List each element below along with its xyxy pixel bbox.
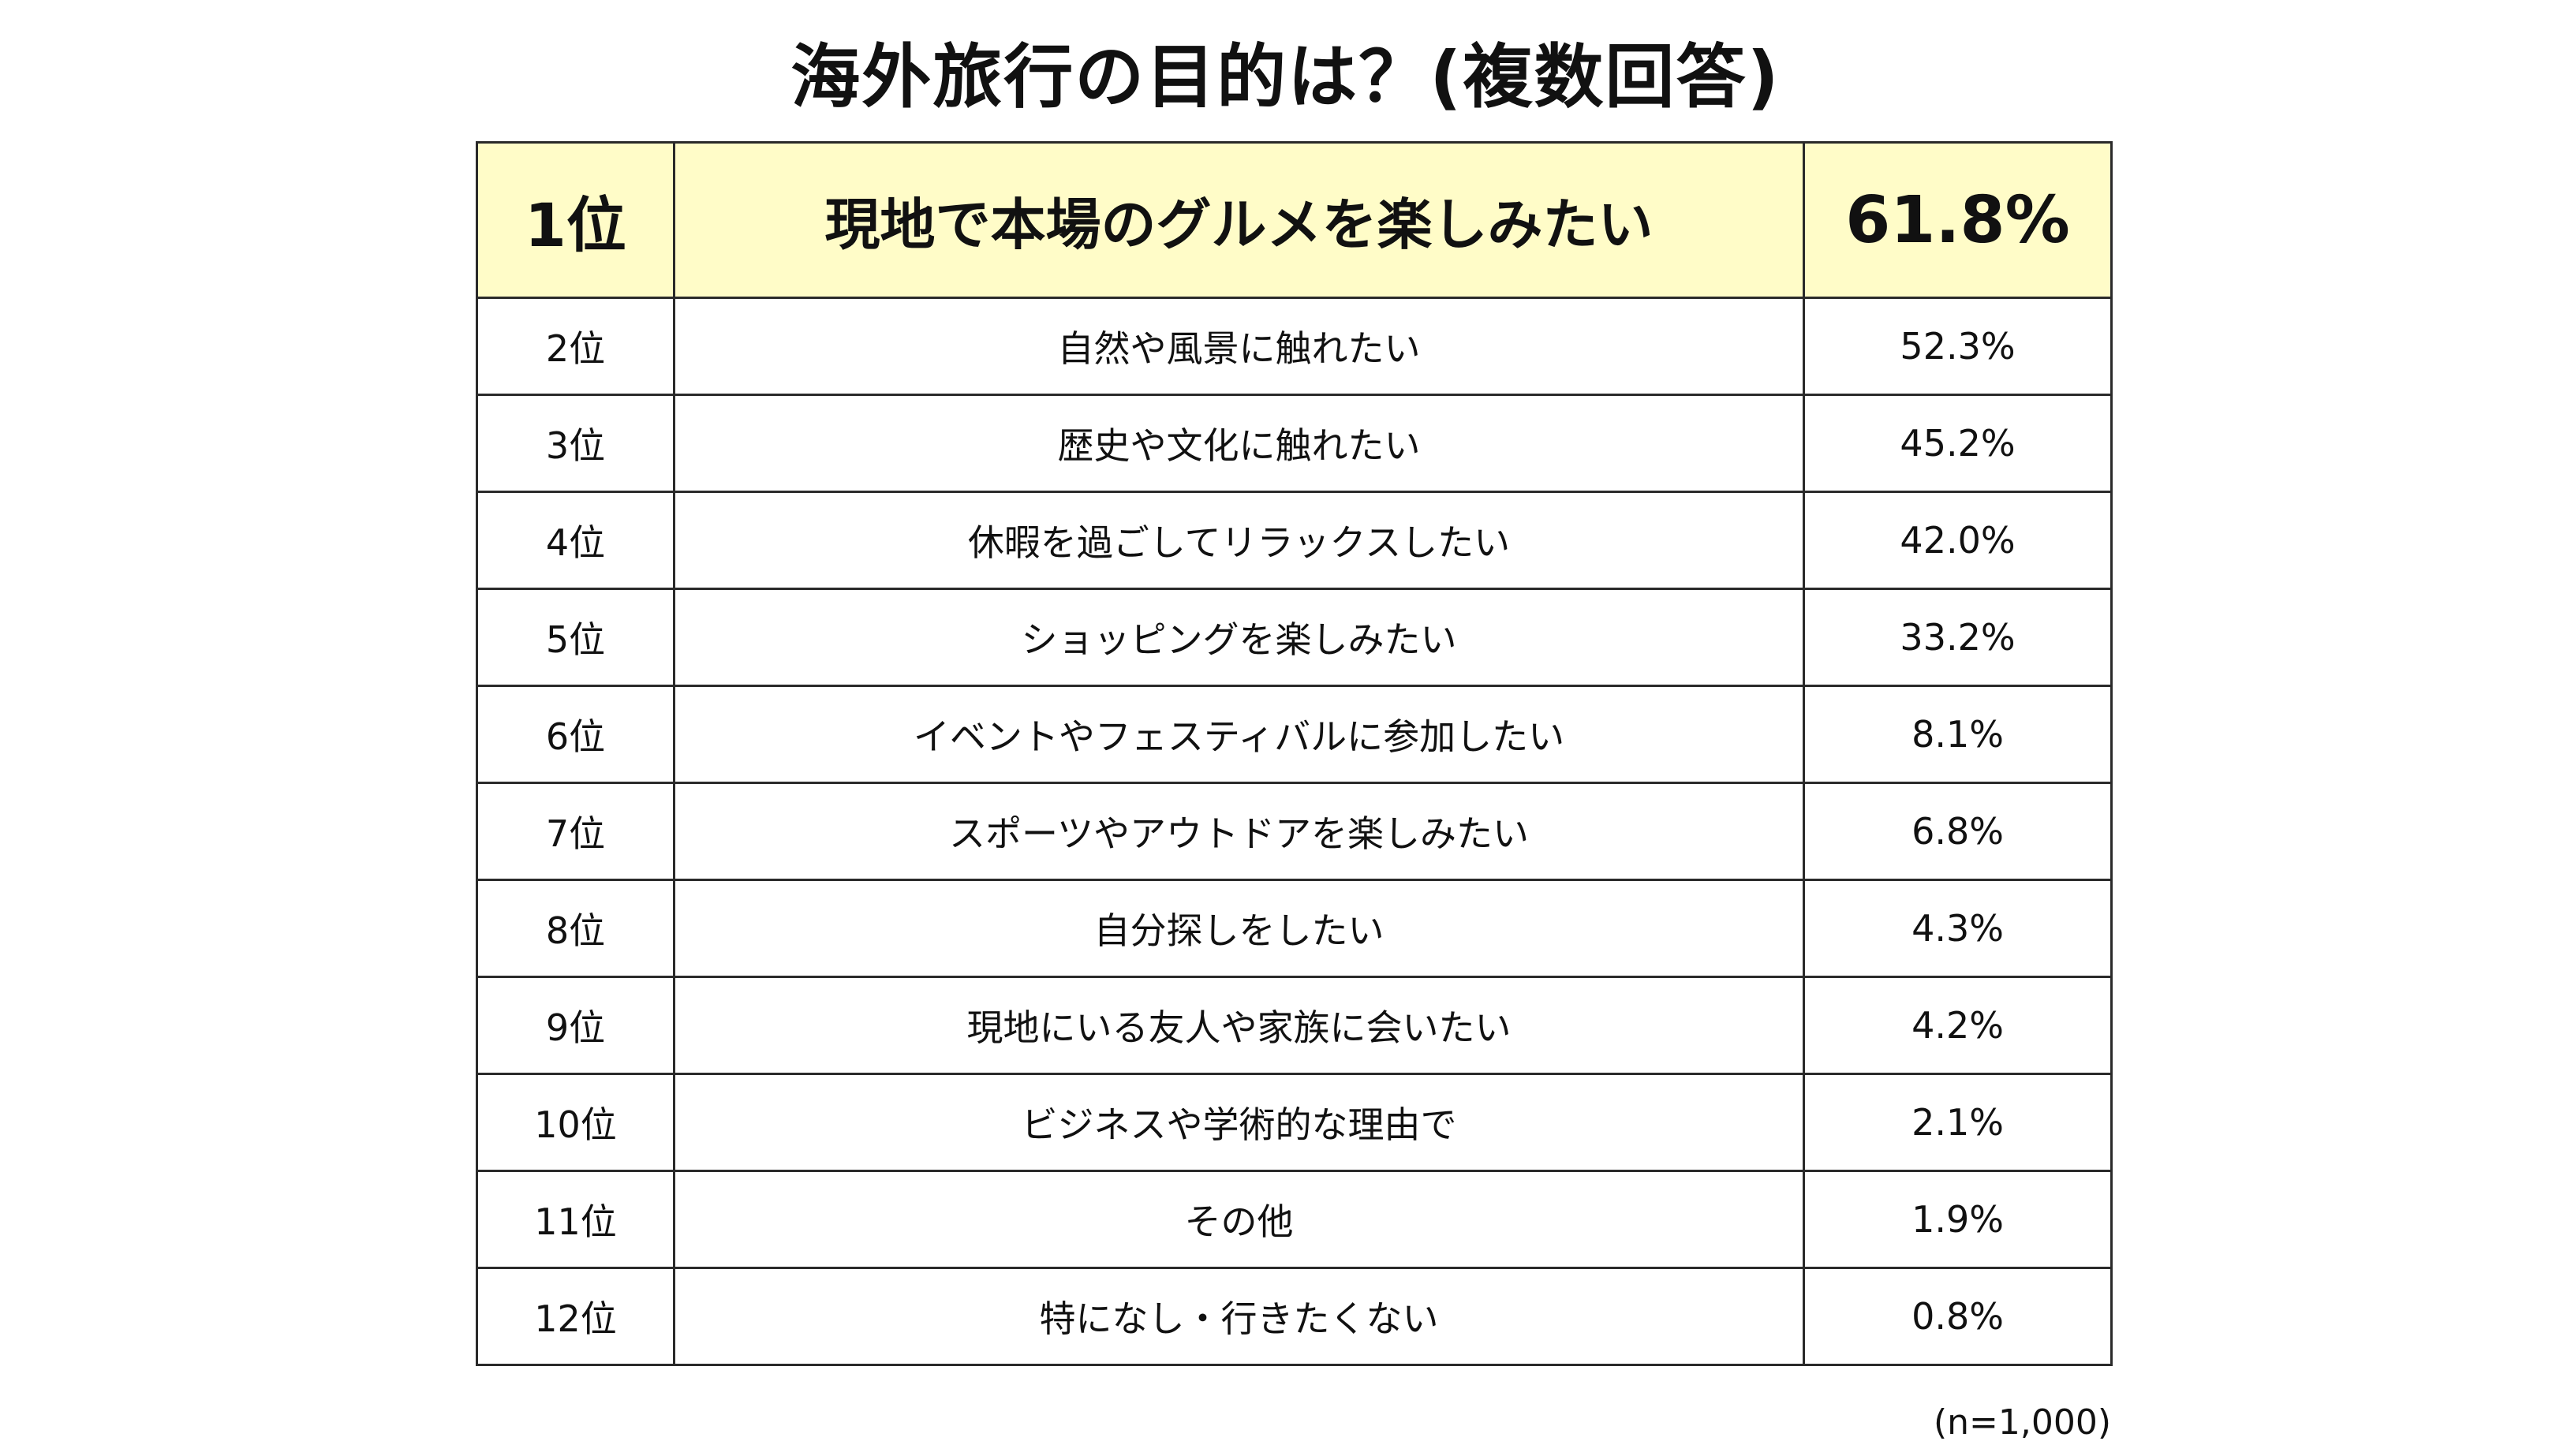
ranking-table-body: 1位 現地で本場のグルメを楽しみたい 61.8% 2位 自然や風景に触れたい 52.3% 3… [476, 141, 2113, 1366]
table-row: 9位 現地にいる友人や家族に会いたい 4.2% [476, 976, 2113, 1075]
percent-cell: 1.9% [1803, 1170, 2113, 1269]
item-cell: 自然や風景に触れたい [673, 297, 1805, 396]
item-cell: 休暇を過ごしてリラックスしたい [673, 491, 1805, 590]
percent-cell: 33.2% [1803, 588, 2113, 687]
percent-cell: 52.3% [1803, 297, 2113, 396]
percent-cell: 6.8% [1803, 782, 2113, 881]
rank-cell: 3位 [476, 394, 675, 493]
percent-cell: 4.3% [1803, 879, 2113, 978]
rank-cell: 2位 [476, 297, 675, 396]
item-cell: 現地で本場のグルメを楽しみたい [673, 141, 1805, 299]
item-cell: その他 [673, 1170, 1805, 1269]
rank-cell: 8位 [476, 879, 675, 978]
table-row: 12位 特になし・行きたくない 0.8% [476, 1267, 2113, 1366]
item-cell: 自分探しをしたい [673, 879, 1805, 978]
item-cell: 特になし・行きたくない [673, 1267, 1805, 1366]
table-row: 7位 スポーツやアウトドアを楽しみたい 6.8% [476, 782, 2113, 881]
percent-cell: 2.1% [1803, 1073, 2113, 1172]
table-row: 4位 休暇を過ごしてリラックスしたい 42.0% [476, 491, 2113, 590]
rank-cell: 1位 [476, 141, 675, 299]
percent-cell: 0.8% [1803, 1267, 2113, 1366]
table-row: 5位 ショッピングを楽しみたい 33.2% [476, 588, 2113, 687]
rank-cell: 10位 [476, 1073, 675, 1172]
table-row: 3位 歴史や文化に触れたい 45.2% [476, 394, 2113, 493]
item-cell: 歴史や文化に触れたい [673, 394, 1805, 493]
item-cell: 現地にいる友人や家族に会いたい [673, 976, 1805, 1075]
rank-cell: 12位 [476, 1267, 675, 1366]
ranking-table: 1位 現地で本場のグルメを楽しみたい 61.8% 2位 自然や風景に触れたい 52.3% 3… [476, 141, 2113, 1366]
table-row: 2位 自然や風景に触れたい 52.3% [476, 297, 2113, 396]
percent-cell: 4.2% [1803, 976, 2113, 1075]
sample-size-note: (n=1,000) [1933, 1402, 2111, 1443]
percent-cell: 42.0% [1803, 491, 2113, 590]
table-row: 6位 イベントやフェスティバルに参加したい 8.1% [476, 685, 2113, 784]
item-cell: イベントやフェスティバルに参加したい [673, 685, 1805, 784]
rank-cell: 5位 [476, 588, 675, 687]
rank-cell: 6位 [476, 685, 675, 784]
table-row: 8位 自分探しをしたい 4.3% [476, 879, 2113, 978]
percent-cell: 45.2% [1803, 394, 2113, 493]
table-row: 10位 ビジネスや学術的な理由で 2.1% [476, 1073, 2113, 1172]
rank-cell: 9位 [476, 976, 675, 1075]
page-title: 海外旅行の目的は？(複数回答) [790, 36, 1781, 118]
percent-cell: 8.1% [1803, 685, 2113, 784]
table-row-top: 1位 現地で本場のグルメを楽しみたい 61.8% [476, 141, 2113, 299]
rank-cell: 7位 [476, 782, 675, 881]
ranking-table-container: 1位 現地で本場のグルメを楽しみたい 61.8% 2位 自然や風景に触れたい 52.3% 3… [476, 141, 2113, 1366]
item-cell: ショッピングを楽しみたい [673, 588, 1805, 687]
item-cell: スポーツやアウトドアを楽しみたい [673, 782, 1805, 881]
rank-cell: 11位 [476, 1170, 675, 1269]
item-cell: ビジネスや学術的な理由で [673, 1073, 1805, 1172]
rank-cell: 4位 [476, 491, 675, 590]
table-row: 11位 その他 1.9% [476, 1170, 2113, 1269]
percent-cell: 61.8% [1803, 141, 2113, 299]
